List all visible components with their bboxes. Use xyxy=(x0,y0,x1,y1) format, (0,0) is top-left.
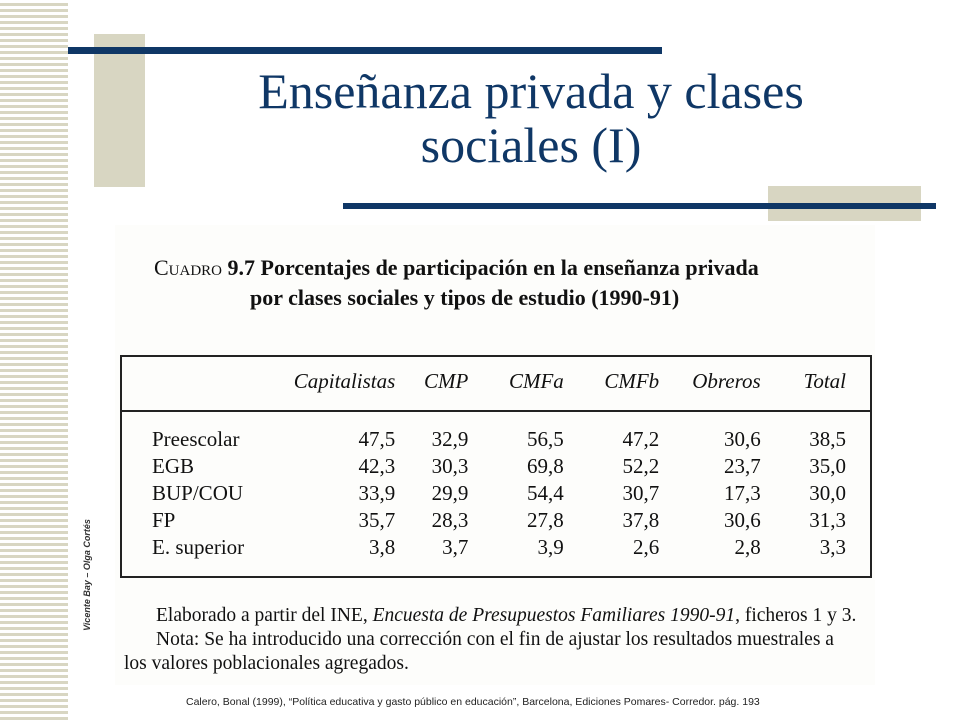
source-line: Elaborado a partir del INE, Encuesta de … xyxy=(124,604,876,628)
table-row: FP 35,7 28,3 27,8 37,8 30,6 31,3 xyxy=(140,507,846,534)
column-header: CMFa xyxy=(508,368,564,393)
table-cell: 28,3 xyxy=(431,508,469,532)
table-source: Elaborado a partir del INE, Encuesta de … xyxy=(124,604,876,676)
table-header-row: Capitalistas CMP CMFa CMFb Obreros Total xyxy=(140,368,846,412)
table-right-rule xyxy=(870,355,872,577)
table-row: Preescolar 47,5 32,9 56,5 47,2 30,6 38,5 xyxy=(140,412,846,453)
table-row: EGB 42,3 30,3 69,8 52,2 23,7 35,0 xyxy=(140,453,846,480)
column-header: Total xyxy=(803,368,846,393)
source-title: Encuesta de Presupuestos Familiares 1990… xyxy=(372,605,736,626)
caption-label: Cuadro xyxy=(154,255,223,280)
table-cell: 52,2 xyxy=(622,454,660,478)
table-row: BUP/COU 33,9 29,9 54,4 30,7 17,3 30,0 xyxy=(140,480,846,507)
table-cell: 30,0 xyxy=(809,481,846,505)
table-cell: 17,3 xyxy=(723,481,761,505)
table-cell: 47,2 xyxy=(622,427,660,451)
table-cell: 30,7 xyxy=(622,481,660,505)
table-cell: 35,7 xyxy=(358,508,396,532)
row-label: BUP/COU xyxy=(152,481,244,505)
table-cell: 3,7 xyxy=(442,535,469,559)
table-cell: 3,8 xyxy=(369,535,396,559)
table-cell: 27,8 xyxy=(527,508,564,532)
row-label: E. superior xyxy=(152,535,245,559)
row-label: EGB xyxy=(152,454,194,478)
caption-line1: Porcentajes de participación en la enseñ… xyxy=(260,255,759,280)
table-caption: Cuadro 9.7 Porcentajes de participación … xyxy=(154,253,874,313)
citation-footnote: Calero, Bonal (1999), “Política educativ… xyxy=(186,696,760,708)
row-label: FP xyxy=(152,508,176,532)
table-cell: 2,6 xyxy=(632,535,660,559)
source-suffix: , ficheros 1 y 3. xyxy=(735,605,857,626)
row-header-blank xyxy=(140,368,292,412)
table-cell: 37,8 xyxy=(622,508,660,532)
table-cell: 3,3 xyxy=(819,535,846,559)
decorative-square-top-left xyxy=(94,34,145,187)
column-header: CMFb xyxy=(604,368,660,393)
table-cell: 33,9 xyxy=(358,481,396,505)
table-top-rule xyxy=(120,355,872,357)
table-cell: 2,8 xyxy=(734,535,761,559)
table-cell: 30,6 xyxy=(723,427,761,451)
table-left-rule xyxy=(120,355,122,577)
table-cell: 31,3 xyxy=(809,508,846,532)
column-header: CMP xyxy=(424,368,469,393)
source-prefix: Elaborado a partir del INE, xyxy=(156,605,368,626)
table-cell: 30,6 xyxy=(723,508,761,532)
table-cell: 42,3 xyxy=(358,454,396,478)
row-label: Preescolar xyxy=(152,427,240,451)
table-row: E. superior 3,8 3,7 3,9 2,6 2,8 3,3 xyxy=(140,534,846,561)
table-header-rule xyxy=(120,410,872,412)
caption-number: 9.7 xyxy=(227,255,256,280)
slide-title-line2: sociales (I) xyxy=(420,117,642,173)
table-cell: 56,5 xyxy=(527,427,564,451)
table-cell: 35,0 xyxy=(809,454,846,478)
table-cell: 23,7 xyxy=(723,454,761,478)
column-header: Capitalistas xyxy=(293,368,396,393)
slide-title-line1: Enseñanza privada y clases xyxy=(258,63,804,119)
table-cell: 54,4 xyxy=(527,481,564,505)
note-line1: Nota: Se ha introducido una corrección c… xyxy=(156,629,834,650)
table-cell: 38,5 xyxy=(809,427,846,451)
slide-title: Enseñanza privada y clases sociales (I) xyxy=(150,64,912,172)
column-header: Obreros xyxy=(692,368,761,393)
table-cell: 30,3 xyxy=(431,454,469,478)
data-table: Capitalistas CMP CMFa CMFb Obreros Total… xyxy=(140,368,846,561)
decorative-line-top xyxy=(68,47,662,54)
table-cell: 29,9 xyxy=(431,481,469,505)
table-cell: 47,5 xyxy=(358,427,396,451)
table-cell: 69,8 xyxy=(527,454,564,478)
note-line2: los valores poblacionales agregados. xyxy=(124,653,409,674)
side-credit: Vicente Bay – Olga Cortés xyxy=(82,519,92,631)
table-cell: 3,9 xyxy=(537,535,564,559)
decorative-line-bottom xyxy=(343,203,936,209)
scanned-table-area xyxy=(115,225,875,685)
table-bottom-rule xyxy=(120,576,872,578)
table-cell: 32,9 xyxy=(431,427,469,451)
left-stripe-margin xyxy=(0,0,68,720)
caption-line2: por clases sociales y tipos de estudio (… xyxy=(250,285,680,310)
